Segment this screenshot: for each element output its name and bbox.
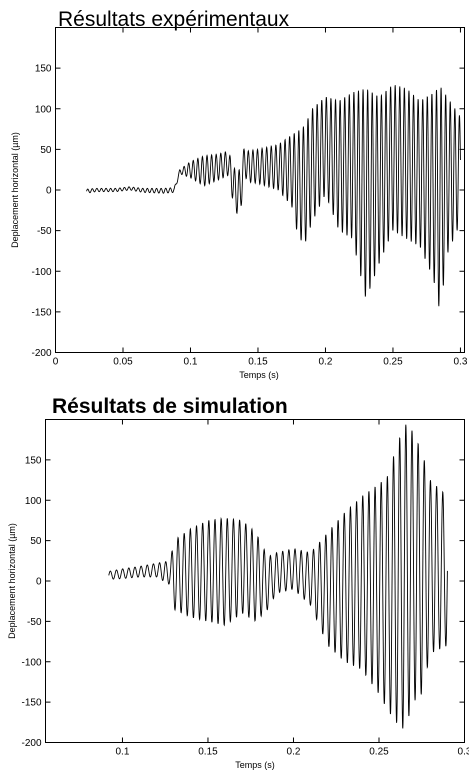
x-axis-label: Temps (s) (239, 370, 279, 380)
x-axis-label: Temps (s) (235, 760, 275, 770)
signal-line (108, 424, 448, 729)
y-tick-label: 100 (35, 104, 52, 115)
y-tick-label: 0 (46, 186, 52, 197)
y-axis-label: Deplacement horizontal (µm) (7, 523, 17, 639)
y-axis-label: Deplacement horizontal (µm) (10, 132, 20, 248)
chart-simulation: Résultats de simulation 0.1 0.15 0.2 0.25 0.… (7, 395, 469, 770)
y-tick-label: 50 (30, 536, 42, 547)
x-tick-label: 0.2 (319, 357, 333, 368)
y-tick-label: -200 (21, 738, 41, 749)
x-tick-label: 0 (53, 357, 59, 368)
y-tick-label: 100 (25, 496, 42, 507)
x-tick-label: 0.3 (458, 747, 469, 758)
y-tick-label: 50 (40, 145, 52, 156)
x-tick-label: 0.1 (184, 357, 198, 368)
y-tick-label: 150 (25, 455, 42, 466)
y-tick-label: -150 (21, 698, 41, 709)
chart-title: Résultats expérimentaux (58, 8, 290, 31)
axis-ticks: 0 0.05 0.1 0.15 0.2 0.25 0.3 -200 -150 -100 -50 0 50… (31, 27, 468, 368)
y-tick-label: -150 (31, 307, 51, 318)
x-tick-label: 0.2 (287, 747, 301, 758)
x-tick-label: 0.15 (248, 357, 268, 368)
axis-ticks: 0.1 0.15 0.2 0.25 0.3 -200 -150 -100 -50 0 50 100 15… (21, 419, 469, 758)
signal-line (86, 85, 461, 307)
data-series (86, 85, 461, 307)
data-series (108, 424, 448, 729)
chart-title: Résultats de simulation (52, 395, 288, 418)
y-tick-label: -50 (37, 226, 52, 237)
chart-experimental: Résultats expérimentaux 0 0.05 0.1 0.15 0.2 0… (10, 8, 468, 380)
y-tick-label: 150 (35, 64, 52, 75)
y-tick-label: -200 (31, 348, 51, 359)
y-tick-label: 0 (36, 577, 42, 588)
y-tick-label: -50 (27, 617, 42, 628)
x-tick-label: 0.05 (113, 357, 133, 368)
x-tick-label: 0.15 (198, 747, 218, 758)
y-tick-label: -100 (31, 267, 51, 278)
x-tick-label: 0.25 (369, 747, 389, 758)
x-tick-label: 0.25 (383, 357, 403, 368)
x-tick-label: 0.1 (116, 747, 130, 758)
x-tick-label: 0.3 (453, 357, 467, 368)
y-tick-label: -100 (21, 657, 41, 668)
